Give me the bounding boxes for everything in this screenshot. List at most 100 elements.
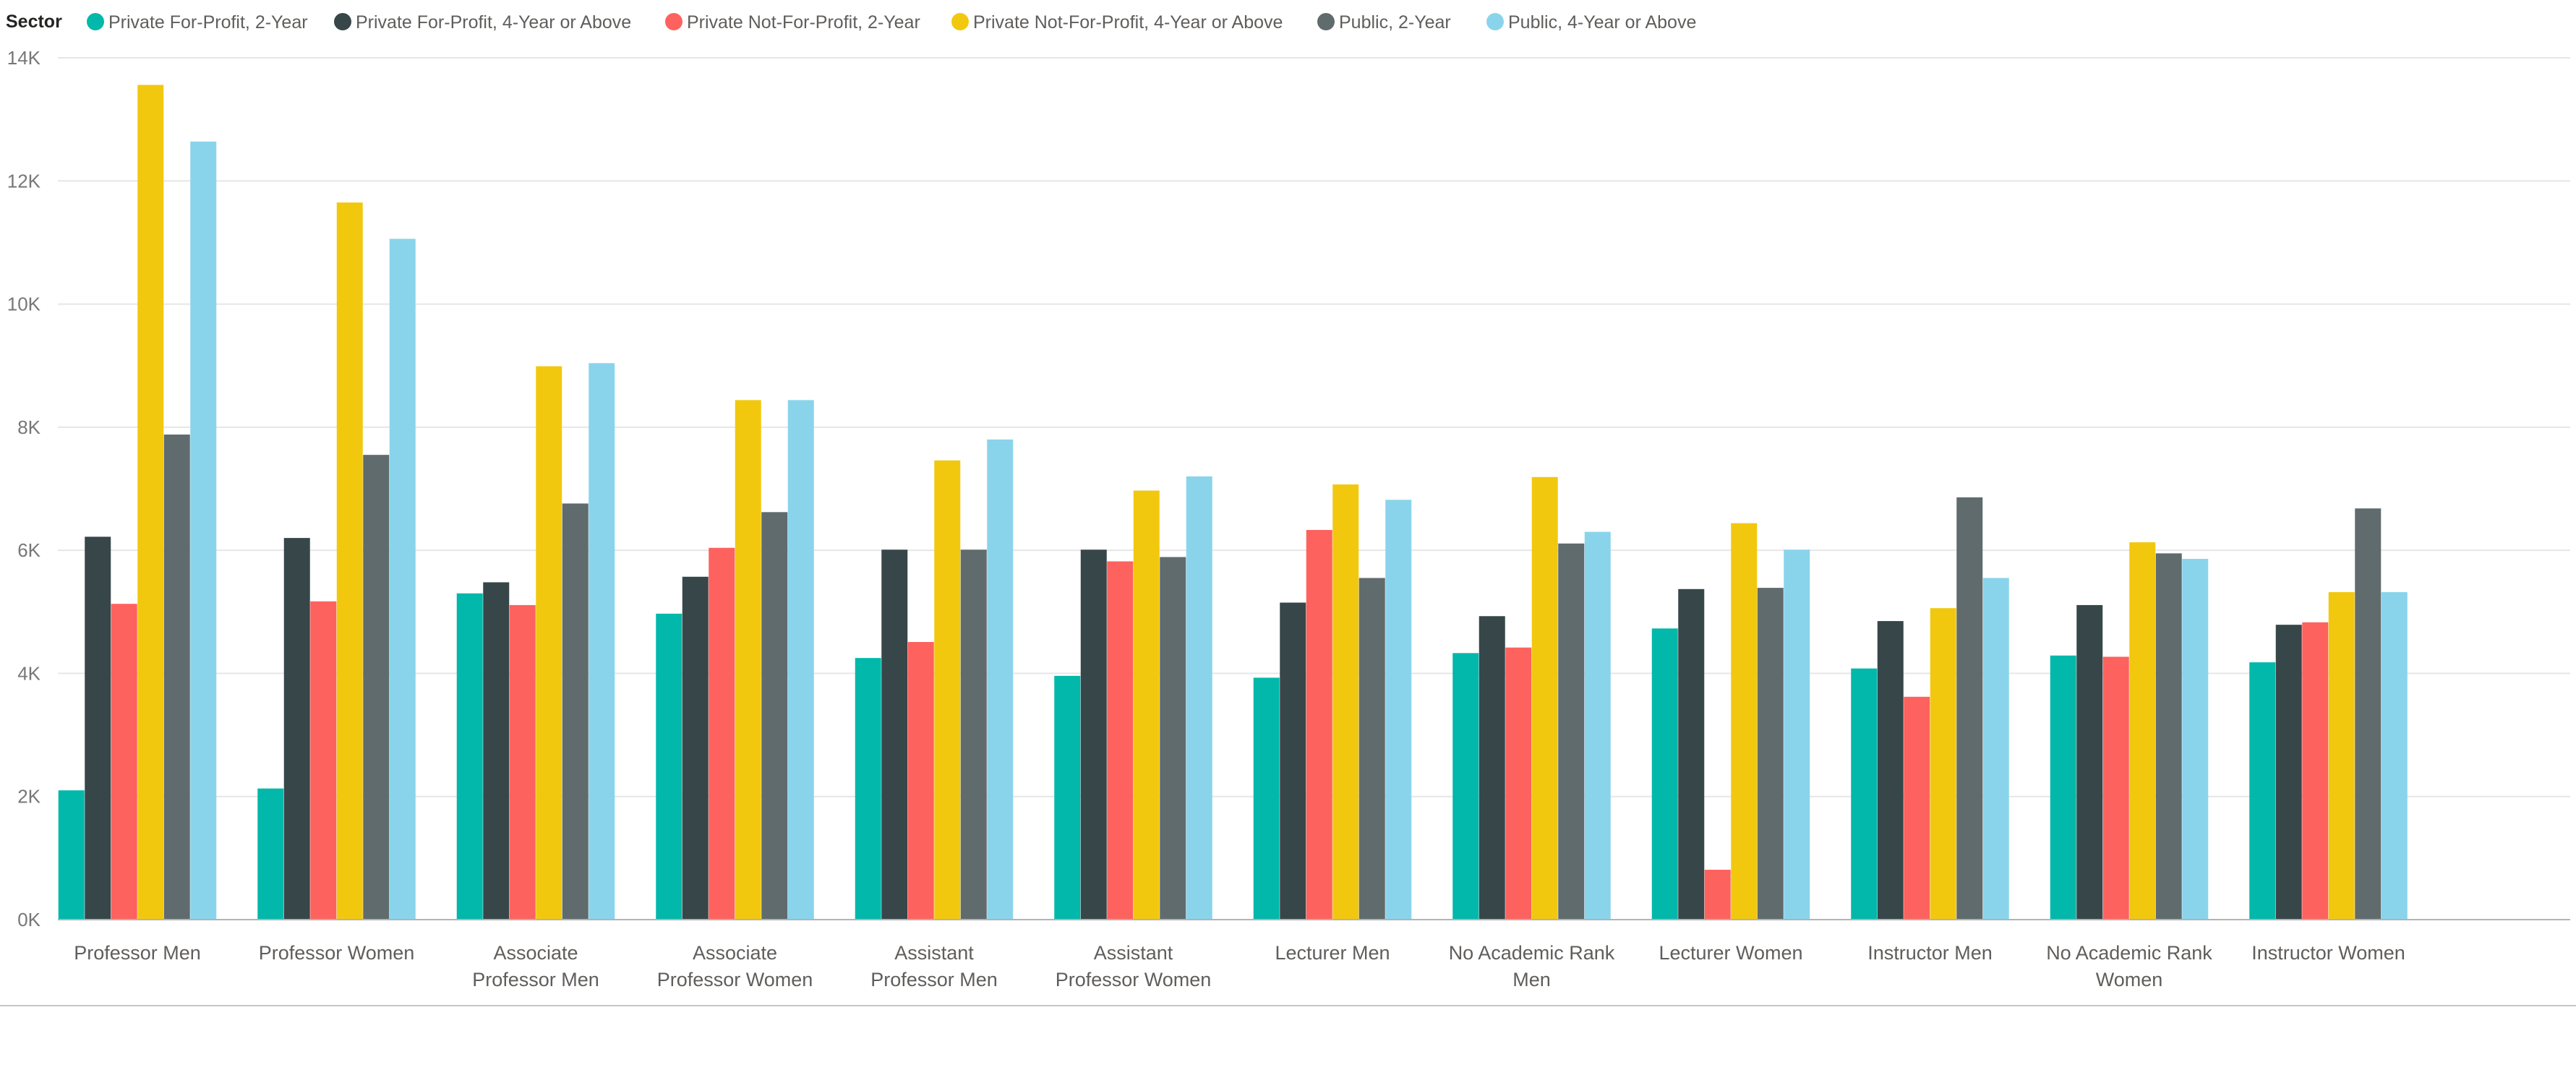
bar[interactable] bbox=[2302, 622, 2329, 920]
bar[interactable] bbox=[1930, 608, 1956, 920]
bar[interactable] bbox=[1505, 647, 1532, 920]
bar-group bbox=[1253, 484, 1412, 920]
bar[interactable] bbox=[163, 435, 190, 920]
bar[interactable] bbox=[656, 613, 682, 920]
bar-group bbox=[855, 439, 1014, 920]
legend-item[interactable]: Private Not-For-Profit, 4-Year or Above bbox=[951, 12, 1283, 33]
bar[interactable] bbox=[1479, 616, 1505, 920]
bar[interactable] bbox=[1280, 602, 1306, 920]
bar[interactable] bbox=[735, 400, 761, 920]
legend-marker bbox=[951, 13, 969, 30]
bar[interactable] bbox=[85, 536, 111, 920]
bar[interactable] bbox=[2275, 625, 2302, 920]
x-tick-label: Instructor Women bbox=[2251, 942, 2405, 964]
bar-group bbox=[1054, 476, 1212, 920]
bar[interactable] bbox=[1956, 497, 1983, 920]
bar[interactable] bbox=[1358, 578, 1385, 920]
bar-group bbox=[2249, 508, 2408, 920]
bar[interactable] bbox=[1757, 588, 1784, 920]
bar[interactable] bbox=[709, 547, 735, 920]
y-tick-label: 6K bbox=[17, 539, 40, 561]
bar[interactable] bbox=[1784, 549, 1810, 920]
bar[interactable] bbox=[855, 658, 881, 920]
legend-item[interactable]: Private For-Profit, 4-Year or Above bbox=[334, 12, 631, 33]
bar[interactable] bbox=[1678, 588, 1705, 920]
bar-group bbox=[456, 363, 615, 920]
bar[interactable] bbox=[881, 549, 908, 920]
legend-label: Public, 2-Year bbox=[1339, 12, 1451, 33]
bar[interactable] bbox=[960, 549, 987, 920]
bar[interactable] bbox=[1186, 476, 1212, 920]
bar[interactable] bbox=[2328, 592, 2355, 920]
bar[interactable] bbox=[456, 593, 483, 920]
bar[interactable] bbox=[1452, 653, 1479, 920]
bar[interactable] bbox=[1651, 628, 1678, 920]
bar[interactable] bbox=[1133, 490, 1160, 920]
legend-marker bbox=[334, 13, 351, 30]
bar[interactable] bbox=[2355, 508, 2382, 920]
bar[interactable] bbox=[682, 576, 709, 920]
bar[interactable] bbox=[1584, 531, 1611, 920]
bar[interactable] bbox=[1982, 578, 2009, 920]
bar[interactable] bbox=[1704, 870, 1731, 920]
bar[interactable] bbox=[336, 202, 363, 920]
bar[interactable] bbox=[1904, 696, 1930, 920]
bar[interactable] bbox=[1054, 675, 1081, 920]
bar[interactable] bbox=[2155, 553, 2182, 920]
bar[interactable] bbox=[2182, 559, 2209, 920]
bar[interactable] bbox=[2050, 655, 2076, 920]
bar[interactable] bbox=[1332, 484, 1359, 920]
legend-item[interactable]: Public, 4-Year or Above bbox=[1486, 12, 1696, 33]
x-tick-label: Assistant Professor Men bbox=[870, 942, 998, 990]
bar[interactable] bbox=[1851, 668, 1878, 920]
bar[interactable] bbox=[1107, 561, 1134, 920]
bar[interactable] bbox=[562, 503, 589, 920]
bar[interactable] bbox=[1877, 621, 1904, 920]
bars bbox=[58, 85, 2408, 920]
bar[interactable] bbox=[1253, 677, 1280, 920]
bar[interactable] bbox=[987, 439, 1014, 920]
bar[interactable] bbox=[761, 512, 788, 920]
bar[interactable] bbox=[934, 460, 961, 920]
bar[interactable] bbox=[283, 538, 310, 920]
x-tick-label: Lecturer Men bbox=[1275, 942, 1390, 964]
bar[interactable] bbox=[58, 790, 85, 920]
bar[interactable] bbox=[1531, 476, 1558, 920]
bar[interactable] bbox=[907, 642, 934, 920]
bar[interactable] bbox=[257, 788, 284, 920]
bar[interactable] bbox=[389, 239, 416, 920]
bar[interactable] bbox=[310, 601, 337, 920]
bar[interactable] bbox=[483, 582, 510, 920]
bar[interactable] bbox=[2129, 542, 2156, 920]
bar[interactable] bbox=[1160, 557, 1186, 920]
x-tick-label: Professor Women bbox=[259, 942, 415, 964]
bar[interactable] bbox=[363, 455, 390, 920]
bar[interactable] bbox=[2249, 662, 2276, 920]
legend-item[interactable]: Public, 2-Year bbox=[1317, 12, 1451, 33]
bar[interactable] bbox=[1080, 549, 1107, 920]
bar[interactable] bbox=[2076, 604, 2103, 920]
bar[interactable] bbox=[111, 604, 137, 920]
legend-marker bbox=[1317, 13, 1335, 30]
bar[interactable] bbox=[1558, 543, 1585, 920]
legend-item[interactable]: Private For-Profit, 2-Year bbox=[87, 12, 308, 33]
bar[interactable] bbox=[509, 604, 536, 920]
bar[interactable] bbox=[536, 366, 562, 920]
bar[interactable] bbox=[137, 85, 164, 920]
legend-label: Private For-Profit, 2-Year bbox=[108, 12, 308, 33]
bar[interactable] bbox=[589, 363, 615, 920]
bar[interactable] bbox=[1731, 523, 1758, 920]
bar[interactable] bbox=[190, 141, 217, 920]
legend-item[interactable]: Private Not-For-Profit, 2-Year bbox=[665, 12, 920, 33]
bar[interactable] bbox=[2102, 656, 2129, 920]
x-tick-label: Lecturer Women bbox=[1659, 942, 1802, 964]
bar-group bbox=[1851, 497, 2009, 920]
bar[interactable] bbox=[1385, 500, 1412, 920]
legend-label: Public, 4-Year or Above bbox=[1508, 12, 1696, 33]
bar[interactable] bbox=[1306, 530, 1332, 920]
y-tick-label: 14K bbox=[7, 47, 41, 69]
legend-label: Private For-Profit, 4-Year or Above bbox=[356, 12, 631, 33]
bar[interactable] bbox=[2381, 592, 2408, 920]
bar[interactable] bbox=[787, 400, 814, 920]
